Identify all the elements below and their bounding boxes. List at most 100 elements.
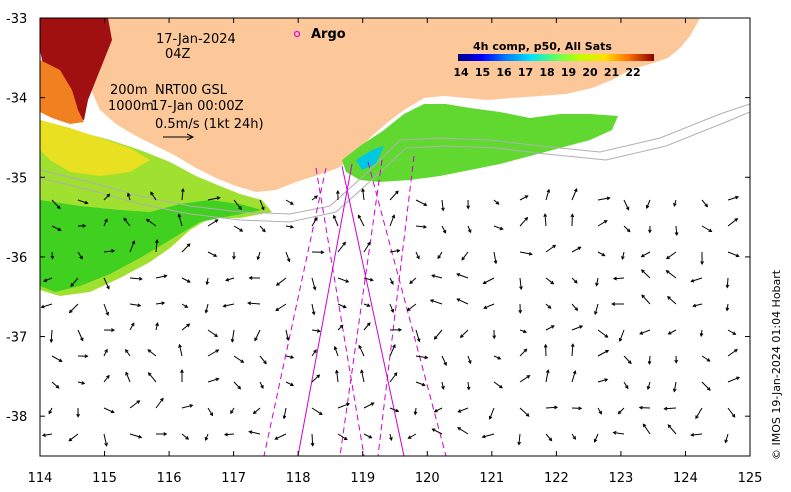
current-arrow-head [274,436,279,440]
x-tick-label: 123 [608,471,633,486]
current-arrow-head [407,435,412,439]
current-arrow [125,349,131,357]
current-arrow [437,251,443,259]
current-arrow [103,250,115,253]
current-arrow-head [524,195,529,199]
product-time: 17-Jan 00:00Z [151,99,244,114]
current-arrow-head [457,427,462,431]
current-arrow-head [392,344,396,349]
current-arrow [389,250,400,253]
current-arrow [155,323,159,331]
current-arrow [415,329,420,342]
current-arrow-head [104,348,108,353]
current-arrow [597,329,608,338]
current-arrow [467,381,470,390]
current-arrow-head [314,217,318,221]
current-arrow [571,325,583,331]
current-arrow-head [601,252,606,257]
current-arrow-head [147,349,152,353]
current-arrow [545,433,552,441]
current-arrow-head [423,224,428,229]
current-arrow-head [482,280,487,285]
current-arrow-head [579,325,584,329]
current-arrow-head [704,203,709,208]
colorbar-tick-label: 16 [496,66,512,79]
current-arrow [489,407,495,420]
current-arrow [274,433,287,440]
x-tick-label: 125 [738,471,763,486]
current-arrow-head [138,434,143,439]
current-arrow [571,370,576,383]
x-tick-label: 124 [673,471,698,486]
current-arrow [77,199,88,204]
current-arrow [415,251,420,259]
current-arrow [666,270,677,279]
colorbar-ticks: 14 15 16 17 18 19 20 21 22 [453,66,640,79]
colorbar-tick-label: 19 [561,66,576,79]
current-arrow-head [492,335,497,340]
current-arrow-head [137,303,142,308]
current-arrow-head [594,311,598,316]
current-arrow-head [147,372,152,376]
current-arrow-head [543,343,548,348]
current-arrow-head [421,382,426,387]
current-arrow [431,274,443,279]
current-arrow-head [230,338,235,343]
current-arrow-head [43,278,48,282]
current-arrow-head [222,304,227,308]
current-arrow [727,218,738,227]
current-arrow-head [316,329,321,333]
current-arrow-head [367,241,371,246]
current-arrow [493,355,501,360]
current-arrow [467,225,472,233]
current-arrow-head [163,274,168,279]
current-arrow [519,195,528,201]
current-arrow [727,251,739,257]
current-arrow-head [111,328,116,332]
current-arrow-head [342,304,347,309]
current-arrow-head [213,253,218,257]
current-arrow [441,381,444,390]
current-arrow [77,329,84,341]
current-arrow [727,196,739,201]
current-arrow [358,215,365,227]
current-arrow [233,381,241,390]
current-arrow [51,199,61,209]
map-time: 04Z [165,47,191,62]
current-arrow-head [547,305,552,309]
current-arrow-head [204,436,209,441]
current-arrow [223,303,235,307]
current-arrow [259,199,265,210]
current-arrow-head [138,276,143,281]
colorbar-tick-label: 17 [518,66,533,79]
current-arrow [483,303,495,309]
current-arrow-head [342,241,346,246]
current-arrow-head [648,229,652,234]
scale-label: 0.5m/s (1kt 24h) [155,117,264,132]
current-arrow [647,381,651,390]
current-arrow-head [525,413,530,417]
current-arrow-head [640,269,645,274]
current-arrow-head [706,358,711,362]
current-arrow-head [333,345,338,350]
current-arrow-head [459,334,464,339]
current-arrow-head [390,308,395,313]
current-arrow-head [389,436,393,442]
current-arrow-head [611,302,616,306]
current-arrow [231,329,235,342]
current-arrow-head [552,244,557,249]
current-arrow [597,407,602,415]
current-arrow-head [519,286,523,291]
current-arrow-head [106,285,110,290]
current-arrow-head [570,343,575,348]
current-arrow [461,251,469,261]
current-arrow-head [617,410,622,415]
current-vector-field [40,187,741,447]
current-arrow-head [357,214,362,219]
current-arrow-head [499,384,503,389]
current-arrow-head [736,376,741,381]
current-arrow [456,273,469,279]
current-arrow [362,189,365,201]
current-arrow [407,303,417,311]
current-arrow-head [366,322,371,327]
